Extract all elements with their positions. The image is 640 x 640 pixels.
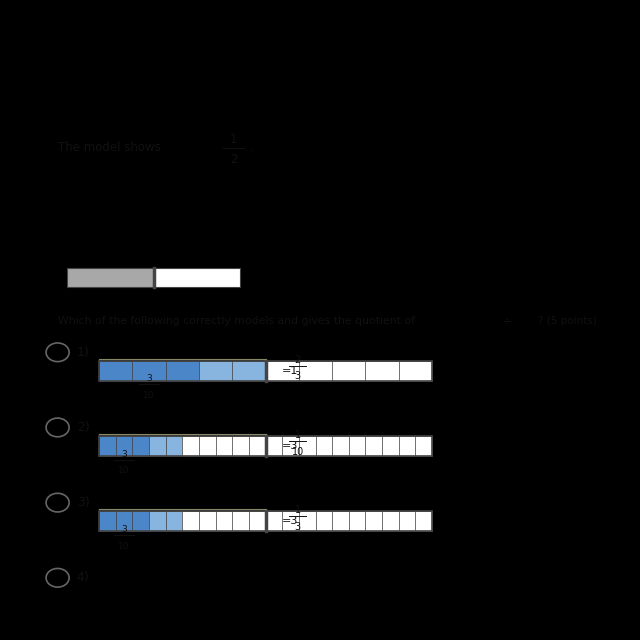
Bar: [282, 436, 299, 456]
Text: 10: 10: [291, 447, 304, 456]
Bar: [166, 511, 182, 531]
Bar: [282, 511, 299, 531]
Text: 2: 2: [262, 494, 269, 504]
Bar: [166, 436, 182, 456]
Text: 10: 10: [118, 467, 130, 476]
Text: 3: 3: [294, 522, 301, 532]
Text: 10: 10: [143, 391, 155, 400]
FancyBboxPatch shape: [67, 268, 154, 287]
Bar: [249, 436, 266, 456]
Text: 3): 3): [77, 496, 90, 509]
Bar: [316, 436, 332, 456]
Bar: [382, 511, 399, 531]
Text: 10: 10: [118, 541, 130, 550]
Bar: [199, 511, 216, 531]
Bar: [399, 436, 415, 456]
Bar: [232, 436, 249, 456]
Text: 1: 1: [490, 310, 496, 320]
Text: Which of the following correctly models and gives the quotient of: Which of the following correctly models …: [58, 316, 415, 326]
Text: 10: 10: [515, 327, 528, 337]
Text: 2: 2: [294, 355, 301, 365]
Text: 2: 2: [107, 254, 114, 264]
Bar: [199, 436, 216, 456]
Text: 1: 1: [262, 327, 269, 337]
Bar: [365, 361, 399, 381]
Text: The model shows: The model shows: [58, 141, 161, 154]
Text: 1: 1: [294, 430, 301, 440]
Bar: [415, 436, 432, 456]
Bar: [99, 361, 432, 381]
Bar: [182, 436, 199, 456]
Text: 3: 3: [294, 371, 301, 381]
Text: 2: 2: [490, 327, 496, 337]
Bar: [199, 361, 232, 381]
Bar: [332, 436, 349, 456]
Bar: [99, 436, 432, 456]
Bar: [116, 511, 132, 531]
Bar: [299, 361, 332, 381]
Text: 3: 3: [122, 449, 127, 458]
Bar: [149, 436, 166, 456]
Text: ÷: ÷: [502, 315, 512, 328]
Bar: [166, 361, 199, 381]
Bar: [99, 511, 116, 531]
Text: 1: 1: [294, 505, 301, 515]
Bar: [332, 361, 365, 381]
Bar: [232, 361, 266, 381]
Bar: [116, 436, 132, 456]
Text: 2: 2: [262, 344, 269, 353]
Bar: [365, 511, 382, 531]
Text: 2: 2: [262, 419, 269, 429]
Bar: [299, 511, 316, 531]
Bar: [99, 436, 116, 456]
Bar: [399, 511, 415, 531]
Text: ? (5 points): ? (5 points): [538, 316, 596, 326]
Bar: [132, 511, 149, 531]
Text: 3: 3: [147, 374, 152, 383]
Text: 1: 1: [107, 237, 114, 247]
Bar: [349, 511, 365, 531]
Bar: [382, 436, 399, 456]
Bar: [232, 511, 249, 531]
Bar: [349, 436, 365, 456]
Bar: [99, 511, 432, 531]
FancyBboxPatch shape: [154, 268, 240, 287]
Bar: [249, 511, 266, 531]
Bar: [182, 511, 199, 531]
Bar: [399, 361, 432, 381]
Bar: [149, 511, 166, 531]
Text: 1: 1: [262, 402, 269, 412]
Bar: [365, 436, 382, 456]
Text: 3: 3: [518, 310, 525, 320]
Text: 2): 2): [77, 421, 90, 434]
Text: 1: 1: [262, 477, 269, 487]
Text: 4): 4): [77, 572, 90, 584]
Text: =3: =3: [282, 516, 298, 526]
Bar: [266, 436, 282, 456]
Bar: [299, 436, 316, 456]
Text: 1): 1): [77, 346, 90, 359]
Bar: [216, 511, 232, 531]
Text: =3: =3: [282, 441, 298, 451]
Text: 2: 2: [230, 153, 237, 166]
Bar: [132, 361, 166, 381]
Text: .: .: [251, 141, 255, 154]
Bar: [266, 511, 282, 531]
Text: =1: =1: [282, 366, 298, 376]
Text: 3: 3: [122, 525, 127, 534]
Bar: [216, 436, 232, 456]
Text: 1: 1: [230, 134, 237, 147]
Bar: [99, 361, 132, 381]
Bar: [415, 511, 432, 531]
Bar: [132, 436, 149, 456]
Bar: [332, 511, 349, 531]
Bar: [266, 361, 299, 381]
Bar: [316, 511, 332, 531]
